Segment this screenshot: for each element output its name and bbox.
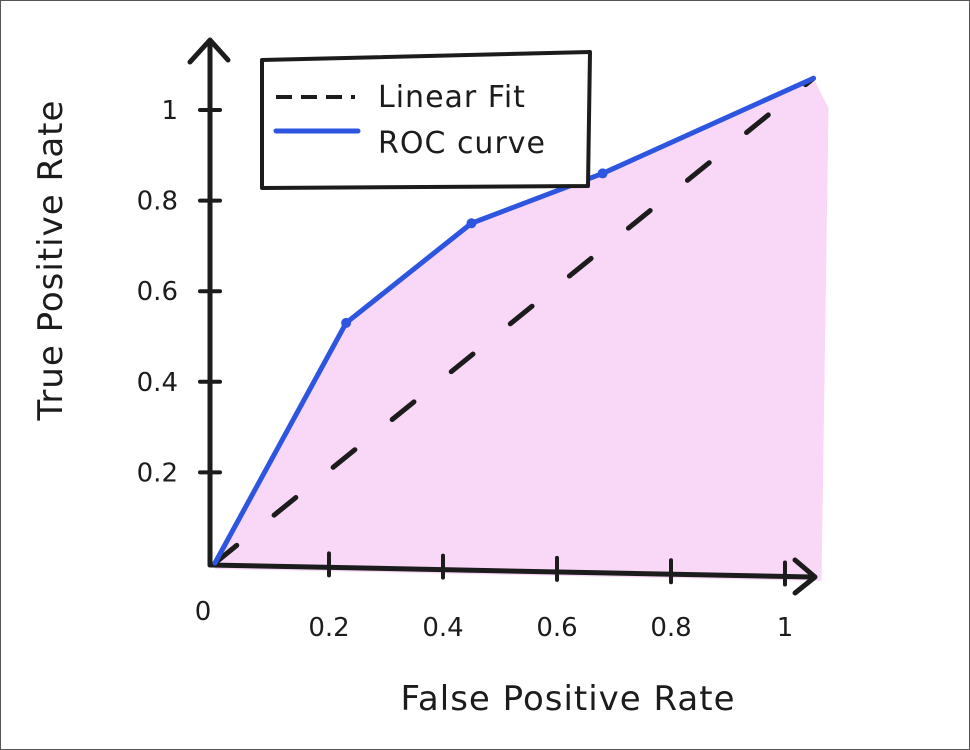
y-axis-arrow-icon bbox=[187, 37, 231, 65]
y-axis-title: True Positive Rate bbox=[31, 100, 71, 422]
x-tick-label: 1 bbox=[777, 613, 794, 643]
roc-curve-point bbox=[341, 317, 352, 328]
roc-area-fill bbox=[215, 78, 829, 581]
x-axis-title: False Positive Rate bbox=[401, 679, 736, 719]
x-tick-label: 0.6 bbox=[536, 613, 577, 643]
roc-curve-point bbox=[597, 168, 608, 179]
legend: Linear Fit ROC curve bbox=[260, 50, 592, 190]
roc-curve-point bbox=[466, 218, 477, 229]
y-tick-label: 0.4 bbox=[137, 368, 178, 398]
legend-label-linear-fit: Linear Fit bbox=[378, 80, 526, 115]
x-axis-arrow-icon bbox=[792, 557, 818, 596]
origin-label: 0 bbox=[195, 597, 212, 627]
x-tick-label: 0.4 bbox=[422, 613, 463, 643]
legend-box bbox=[260, 50, 592, 190]
series-layer bbox=[212, 75, 816, 566]
linear-fit-line bbox=[212, 75, 816, 566]
axes-layer bbox=[187, 37, 818, 596]
x-axis-line bbox=[207, 562, 815, 580]
y-tick-label: 1 bbox=[161, 96, 178, 126]
y-tick-label: 0.8 bbox=[137, 187, 178, 217]
x-tick-label: 0.2 bbox=[308, 613, 349, 643]
ticks-layer: 0.2 0.4 0.6 0.8 1 0.2 0.4 0.6 0.8 1 bbox=[137, 96, 794, 643]
area-fill-layer bbox=[215, 78, 829, 581]
legend-label-roc-curve: ROC curve bbox=[378, 126, 546, 161]
x-tick-label: 0.8 bbox=[650, 613, 691, 643]
y-tick-label: 0.6 bbox=[137, 277, 178, 307]
y-tick-label: 0.2 bbox=[137, 458, 178, 488]
